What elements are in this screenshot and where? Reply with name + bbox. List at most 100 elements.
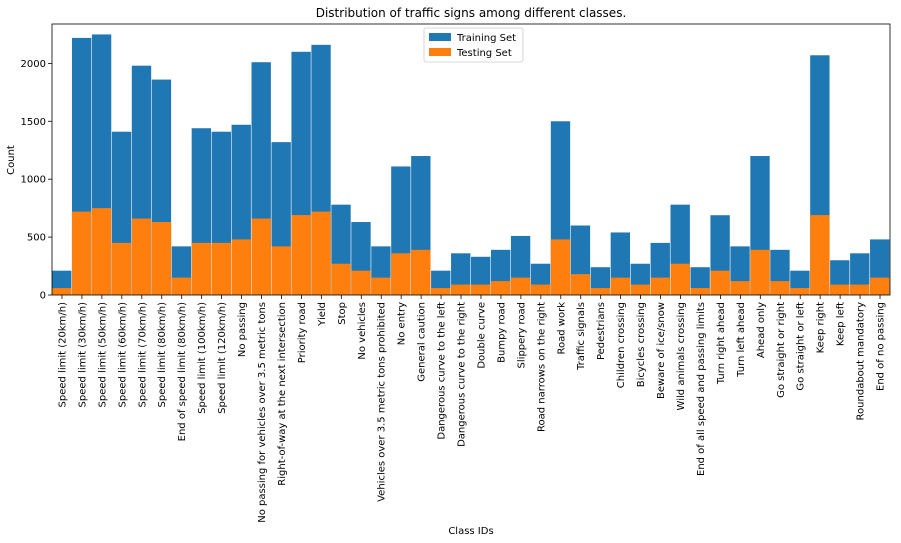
bar-testing: [171, 277, 192, 295]
x-tick-label: Road narrows on the right: [536, 302, 547, 432]
x-tick-label: Ahead only: [756, 302, 767, 358]
bar-testing: [411, 249, 431, 295]
bar-testing: [830, 284, 850, 295]
bar-testing: [251, 218, 271, 295]
x-tick-label: Double curve: [476, 302, 487, 369]
bar-testing: [371, 277, 391, 295]
x-tick-label: Keep left: [836, 302, 847, 346]
legend-entry: Training Set: [456, 33, 516, 44]
bar-testing: [590, 288, 611, 295]
bar-testing: [670, 263, 690, 295]
y-axis: 0 500 1000 1500 2000: [21, 59, 52, 302]
x-tick-label: No vehicles: [357, 302, 368, 360]
x-tick-label: Speed limit (120km/h): [217, 302, 228, 414]
legend-swatch: [429, 48, 451, 56]
x-tick-label: Go straight or left: [796, 302, 807, 391]
x-tick-label: Yield: [317, 302, 328, 327]
x-tick-label: Speed limit (100km/h): [197, 302, 208, 414]
bar-testing: [850, 284, 870, 295]
x-axis-label: Class IDs: [448, 526, 493, 537]
chart-title: Distribution of traffic signs among diff…: [316, 6, 627, 20]
x-tick-label: Speed limit (50km/h): [97, 302, 108, 408]
x-tick-label: Dangerous curve to the left: [437, 302, 448, 440]
x-axis: Speed limit (20km/h) Speed limit (30km/h)…: [57, 295, 887, 523]
x-tick-label: Speed limit (80km/h): [157, 302, 168, 408]
plot-area: [51, 23, 891, 296]
x-tick-label: Speed limit (20km/h): [57, 302, 68, 408]
x-tick-label: No passing: [237, 302, 248, 357]
x-tick-label: No passing for vehicles over 3.5 metric …: [257, 302, 268, 523]
x-tick-label: Turn right ahead: [716, 302, 727, 385]
bar-testing: [111, 242, 132, 295]
bar-testing: [530, 284, 551, 295]
bar-testing: [550, 239, 571, 295]
x-tick-label: No entry: [397, 302, 408, 345]
bar-testing: [690, 288, 710, 295]
bar-testing: [231, 239, 251, 295]
bar-testing: [391, 253, 411, 295]
x-tick-label: Speed limit (30km/h): [77, 302, 88, 408]
x-tick-label: Vehicles over 3.5 metric tons prohibited: [377, 302, 388, 502]
x-tick-label: Traffic signals: [576, 302, 587, 371]
bar-testing: [870, 277, 890, 295]
x-tick-label: Stop: [337, 302, 348, 325]
legend-entry: Testing Set: [456, 48, 512, 59]
x-tick-label: Speed limit (60km/h): [117, 302, 128, 408]
bar-testing: [331, 263, 351, 295]
x-tick-label: Go straight or right: [776, 302, 787, 398]
bar-testing: [610, 277, 631, 295]
x-tick-label: Priority road: [297, 302, 308, 363]
x-tick-label: Right-of-way at the next intersection: [277, 302, 288, 486]
x-tick-label: Wild animals crossing: [676, 302, 687, 410]
bar-testing: [490, 281, 511, 295]
x-tick-label: Turn left ahead: [736, 302, 747, 378]
x-tick-label: Road work: [556, 302, 567, 355]
y-tick-label: 500: [27, 233, 46, 244]
x-tick-label: End of all speed and passing limits: [696, 302, 707, 476]
y-tick-label: 2000: [21, 59, 46, 70]
legend: Training Set Testing Set: [423, 27, 524, 63]
bar-testing: [191, 242, 212, 295]
bar-testing: [351, 270, 371, 295]
x-tick-label: Pedestrians: [596, 302, 607, 360]
bar-testing: [211, 242, 231, 295]
legend-swatch: [429, 33, 451, 41]
bar-testing: [730, 281, 750, 295]
bar-testing: [91, 208, 112, 295]
bar-testing: [471, 284, 491, 295]
bar-testing: [131, 218, 152, 295]
bar-testing: [750, 249, 770, 295]
x-tick-label: General caution: [417, 302, 428, 382]
y-axis-label: Count: [6, 145, 17, 175]
x-tick-label: Dangerous curve to the right: [457, 302, 468, 447]
x-tick-label: End of no passing: [876, 302, 887, 391]
x-tick-label: End of speed limit (80km/h): [177, 302, 188, 441]
bar-testing: [311, 211, 331, 295]
bar-testing: [451, 284, 471, 295]
bar-testing: [151, 222, 172, 295]
y-tick-label: 0: [40, 291, 46, 302]
y-tick-label: 1500: [21, 117, 46, 128]
bar-testing: [271, 246, 291, 295]
x-tick-label: Speed limit (70km/h): [137, 302, 148, 408]
x-tick-label: Bumpy road: [496, 302, 507, 363]
x-tick-label: Slippery road: [516, 302, 527, 368]
bar-testing: [71, 211, 92, 295]
bar-testing: [790, 288, 810, 295]
bar-testing: [431, 288, 451, 295]
x-tick-label: Roundabout mandatory: [856, 302, 867, 421]
x-tick-label: Bicycles crossing: [636, 302, 647, 387]
bar-testing: [291, 215, 311, 295]
x-tick-label: Beware of ice/snow: [656, 302, 667, 399]
bar-testing: [510, 277, 531, 295]
bar-training: [850, 253, 870, 295]
bar-testing: [650, 277, 670, 295]
bar-testing: [710, 270, 730, 295]
y-tick-label: 1000: [21, 175, 46, 186]
bar-testing: [570, 274, 591, 295]
bar-training: [451, 253, 471, 295]
bar-testing: [52, 288, 72, 295]
bar-testing: [770, 281, 790, 295]
bar-testing: [810, 215, 830, 295]
